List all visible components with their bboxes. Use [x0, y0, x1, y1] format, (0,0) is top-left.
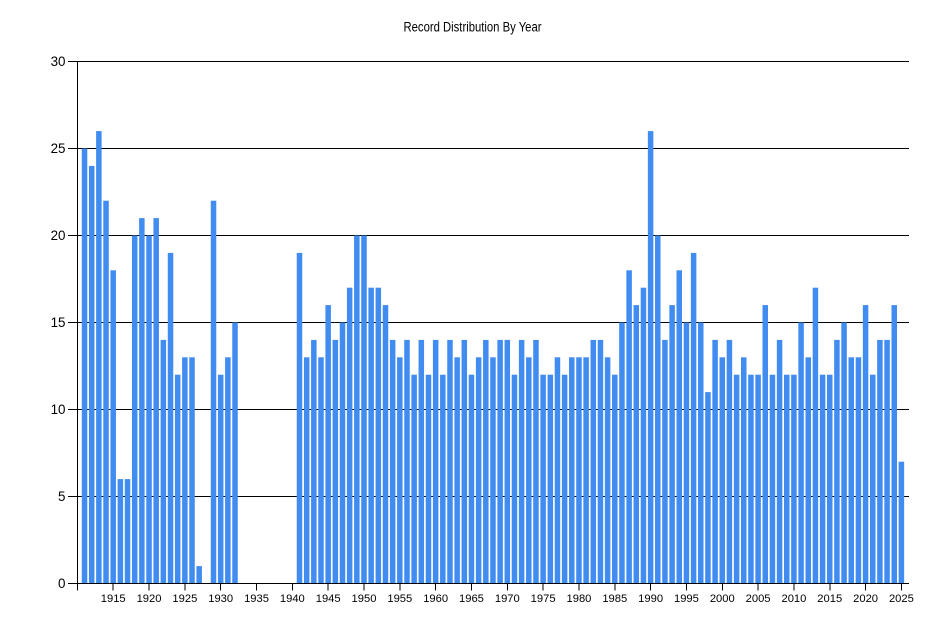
svg-text:15: 15	[51, 315, 66, 330]
svg-text:1945: 1945	[316, 593, 341, 605]
svg-text:2000: 2000	[710, 593, 735, 605]
svg-text:2015: 2015	[817, 593, 842, 605]
svg-text:1950: 1950	[352, 593, 377, 605]
svg-text:1965: 1965	[459, 593, 484, 605]
svg-text:0: 0	[58, 576, 65, 591]
svg-text:1970: 1970	[495, 593, 520, 605]
svg-text:10: 10	[51, 402, 66, 417]
svg-text:1990: 1990	[638, 593, 663, 605]
svg-text:20: 20	[51, 228, 66, 243]
svg-text:1935: 1935	[244, 593, 269, 605]
svg-text:25: 25	[51, 141, 66, 156]
svg-text:5: 5	[58, 489, 65, 504]
svg-text:1915: 1915	[101, 593, 126, 605]
svg-text:1995: 1995	[674, 593, 699, 605]
svg-text:2005: 2005	[746, 593, 771, 605]
svg-text:1980: 1980	[567, 593, 592, 605]
svg-text:1920: 1920	[137, 593, 162, 605]
svg-text:1975: 1975	[531, 593, 556, 605]
svg-text:1955: 1955	[387, 593, 412, 605]
svg-text:1925: 1925	[172, 593, 197, 605]
svg-text:2025: 2025	[889, 593, 914, 605]
svg-text:2010: 2010	[781, 593, 806, 605]
svg-text:1985: 1985	[602, 593, 627, 605]
svg-text:1960: 1960	[423, 593, 448, 605]
svg-text:1930: 1930	[208, 593, 233, 605]
svg-text:Record Distribution By Year: Record Distribution By Year	[404, 19, 542, 34]
svg-text:30: 30	[51, 54, 66, 69]
svg-text:2020: 2020	[853, 593, 878, 605]
svg-text:1940: 1940	[280, 593, 305, 605]
